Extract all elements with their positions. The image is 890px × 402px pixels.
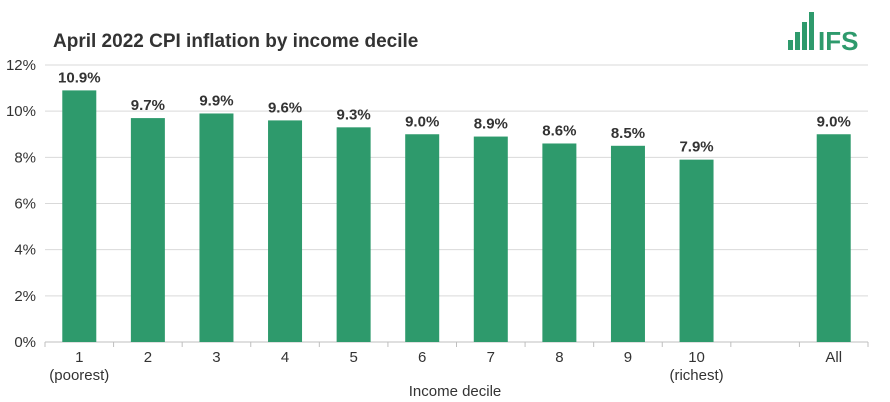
- x-tick-label: 1: [75, 349, 83, 366]
- x-axis-title: Income decile: [409, 383, 502, 400]
- data-label: 8.9%: [474, 116, 508, 133]
- bar: [473, 136, 508, 342]
- x-tick-label: 9: [624, 349, 632, 366]
- x-tick-sublabel: (poorest): [49, 367, 109, 384]
- gridlines: [45, 64, 868, 343]
- logo-text: IFS: [818, 26, 858, 56]
- data-label: 9.0%: [817, 113, 851, 130]
- bar: [130, 118, 165, 342]
- x-tick-label: 8: [555, 349, 563, 366]
- y-tick-label: 10%: [6, 103, 36, 120]
- ifs-logo: IFS: [788, 12, 858, 56]
- x-tick-label: 7: [487, 349, 495, 366]
- bar: [542, 143, 577, 342]
- bar: [816, 134, 851, 342]
- x-tick-label: 2: [144, 349, 152, 366]
- x-tick-label: 5: [349, 349, 357, 366]
- y-tick-label: 6%: [14, 196, 36, 213]
- x-tick-label: 10: [688, 349, 705, 366]
- y-tick-label: 12%: [6, 57, 36, 74]
- data-label: 9.6%: [268, 99, 302, 116]
- bar: [62, 90, 97, 343]
- data-label: 7.9%: [679, 139, 713, 156]
- bar: [199, 113, 234, 342]
- x-tick-label: 4: [281, 349, 289, 366]
- y-tick-label: 2%: [14, 288, 36, 305]
- x-tick-label: All: [825, 349, 842, 366]
- data-label: 9.0%: [405, 113, 439, 130]
- y-tick-label: 4%: [14, 242, 36, 259]
- chart-title: April 2022 CPI inflation by income decil…: [53, 31, 418, 52]
- bar-chart-icon: [788, 12, 814, 50]
- y-tick-label: 8%: [14, 149, 36, 166]
- bar: [679, 159, 714, 342]
- data-label: 9.3%: [337, 106, 371, 123]
- x-tick-sublabel: (richest): [669, 367, 723, 384]
- bar: [610, 145, 645, 342]
- bars: 10.9% 9.7% 9.9% 9.6% 9.3% 9.0% 8.9% 8.6% 8.5% 7.9…: [58, 69, 851, 343]
- x-axis: 1(poorest) 2 3 4 5 6 7 8 9 10(richest) All: [44, 342, 869, 384]
- x-tick-label: 6: [418, 349, 426, 366]
- bar: [336, 127, 371, 342]
- x-tick-label: 3: [212, 349, 220, 366]
- y-axis: 0% 2% 4% 6% 8% 10% 12%: [6, 57, 36, 351]
- bar: [268, 120, 303, 343]
- data-label: 8.5%: [611, 125, 645, 142]
- data-label: 9.7%: [131, 97, 165, 114]
- data-label: 8.6%: [542, 122, 576, 139]
- y-tick-label: 0%: [14, 334, 36, 351]
- bar: [405, 134, 440, 342]
- data-label: 9.9%: [199, 92, 233, 109]
- data-label: 10.9%: [58, 69, 101, 86]
